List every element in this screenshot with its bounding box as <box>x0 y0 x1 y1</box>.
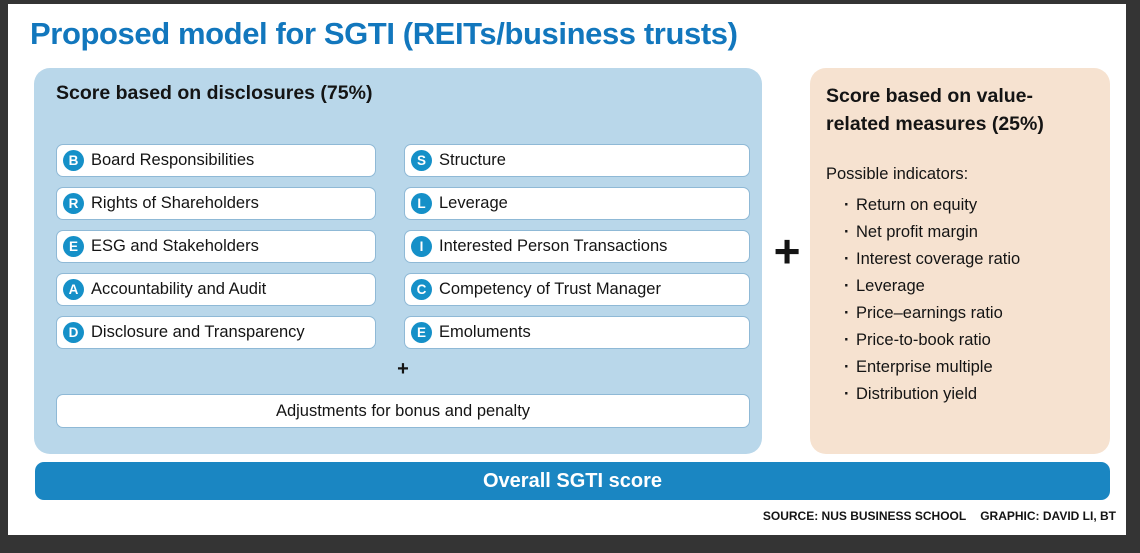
letter-badge: R <box>63 193 84 214</box>
overall-score-bar: Overall SGTI score <box>35 462 1110 500</box>
infographic-canvas: Proposed model for SGTI (REITs/business … <box>8 4 1126 535</box>
letter-badge: A <box>63 279 84 300</box>
indicator-item: Net profit margin <box>844 219 1094 246</box>
possible-indicators-label: Possible indicators: <box>826 164 969 183</box>
graphic-credit-text: GRAPHIC: DAVID LI, BT <box>980 509 1116 523</box>
indicator-item: Return on equity <box>844 192 1094 219</box>
disclosures-right-column: S Structure L Leverage I Interested Pers… <box>404 144 750 359</box>
letter-badge: I <box>411 236 432 257</box>
score-item-label: ESG and Stakeholders <box>91 237 259 255</box>
letter-badge: C <box>411 279 432 300</box>
score-item-label: Leverage <box>439 194 508 212</box>
plus-sign-small: + <box>397 358 409 380</box>
source-text: SOURCE: NUS BUSINESS SCHOOL <box>762 509 967 523</box>
score-item-label: Accountability and Audit <box>91 280 267 298</box>
letter-badge: E <box>63 236 84 257</box>
page-title: Proposed model for SGTI (REITs/business … <box>30 16 738 51</box>
value-measures-heading: Score based on value-related measures (2… <box>826 85 1044 136</box>
letter-badge: S <box>411 150 432 171</box>
letter-badge: L <box>411 193 432 214</box>
score-item-label: Structure <box>439 151 506 169</box>
adjustments-label: Adjustments for bonus and penalty <box>275 401 531 420</box>
score-item-esg-and-stakeholders: E ESG and Stakeholders <box>56 230 376 263</box>
disclosures-heading: Score based on disclosures (75%) <box>56 82 373 104</box>
score-item-emoluments: E Emoluments <box>404 316 750 349</box>
indicator-item: Leverage <box>844 273 1094 300</box>
score-item-rights-of-shareholders: R Rights of Shareholders <box>56 187 376 220</box>
indicators-list: Return on equity Net profit margin Inter… <box>826 192 1094 408</box>
letter-badge: D <box>63 322 84 343</box>
score-item-interested-person-transactions: I Interested Person Transactions <box>404 230 750 263</box>
adjustments-row: Adjustments for bonus and penalty <box>56 394 750 428</box>
plus-sign-connector: + <box>773 225 801 277</box>
score-item-label: Interested Person Transactions <box>439 237 668 255</box>
score-item-competency-of-trust-manager: C Competency of Trust Manager <box>404 273 750 306</box>
score-item-accountability-and-audit: A Accountability and Audit <box>56 273 376 306</box>
disclosures-panel: Score based on disclosures (75%) B Board… <box>34 68 762 454</box>
score-item-disclosure-and-transparency: D Disclosure and Transparency <box>56 316 376 349</box>
disclosures-left-column: B Board Responsibilities R Rights of Sha… <box>56 144 376 359</box>
score-item-label: Rights of Shareholders <box>91 194 259 212</box>
credits: SOURCE: NUS BUSINESS SCHOOL GRAPHIC: DAV… <box>763 509 1116 523</box>
score-item-leverage: L Leverage <box>404 187 750 220</box>
value-measures-panel: Score based on value-related measures (2… <box>810 68 1110 454</box>
indicator-item: Price-to-book ratio <box>844 327 1094 354</box>
score-item-structure: S Structure <box>404 144 750 177</box>
score-item-board-responsibilities: B Board Responsibilities <box>56 144 376 177</box>
score-item-label: Board Responsibilities <box>91 151 255 169</box>
overall-score-label: Overall SGTI score <box>483 469 662 492</box>
indicator-item: Distribution yield <box>844 381 1094 408</box>
score-item-label: Disclosure and Transparency <box>91 323 305 341</box>
score-item-label: Emoluments <box>439 323 531 341</box>
letter-badge: B <box>63 150 84 171</box>
indicator-item: Enterprise multiple <box>844 354 1094 381</box>
score-item-label: Competency of Trust Manager <box>439 280 661 298</box>
indicator-item: Interest coverage ratio <box>844 246 1094 273</box>
indicator-item: Price–earnings ratio <box>844 300 1094 327</box>
letter-badge: E <box>411 322 432 343</box>
